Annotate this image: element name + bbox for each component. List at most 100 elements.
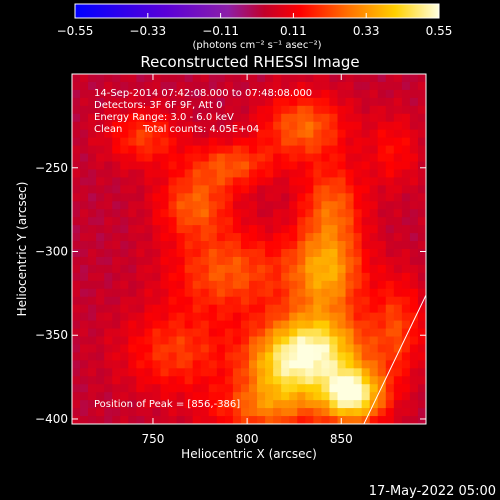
heatmap-cell (353, 400, 363, 409)
heatmap-cell (409, 89, 419, 99)
heatmap-cell (385, 336, 395, 346)
heatmap-cell (345, 137, 355, 147)
heatmap-cell (337, 408, 347, 417)
heatmap-cell (152, 185, 162, 194)
heatmap-cell (249, 105, 258, 115)
heatmap-cell (369, 280, 379, 290)
heatmap-cell (281, 193, 290, 202)
heatmap-cell (377, 264, 387, 274)
heatmap-cell (417, 185, 426, 194)
heatmap-cell (289, 169, 298, 178)
heatmap-cell (128, 272, 137, 282)
heatmap-cell (144, 320, 154, 330)
heatmap-cell (297, 264, 306, 274)
heatmap-cell (281, 113, 290, 123)
heatmap-cell (208, 288, 218, 298)
heatmap-cell (257, 193, 266, 202)
heatmap-cell (361, 256, 371, 266)
heatmap-cell (232, 209, 242, 218)
heatmap-cell (160, 400, 170, 409)
heatmap-cell (168, 280, 178, 290)
heatmap-cell (200, 121, 210, 131)
heatmap-cell (337, 344, 347, 353)
heatmap-cell (128, 368, 137, 377)
heatmap-cell (112, 400, 121, 409)
heatmap-cell (88, 288, 97, 298)
heatmap-cell (112, 209, 121, 218)
heatmap-cell (112, 185, 121, 194)
heatmap-cell (152, 296, 162, 306)
heatmap-cell (136, 264, 146, 274)
heatmap-cell (120, 129, 129, 139)
heatmap-cell (232, 352, 242, 361)
heatmap-cell (297, 209, 306, 218)
heatmap-cell (361, 320, 371, 330)
heatmap-cell (144, 376, 154, 385)
heatmap-cell (329, 137, 339, 147)
heatmap-cell (152, 312, 162, 322)
heatmap-cell (104, 193, 113, 202)
heatmap-cell (337, 376, 347, 385)
heatmap-cell (120, 384, 129, 393)
heatmap-cell (80, 296, 89, 306)
heatmap-cell (353, 344, 363, 353)
heatmap-cell (176, 264, 186, 274)
heatmap-cell (401, 256, 411, 266)
heatmap-cell (249, 209, 258, 218)
heatmap-cell (345, 249, 355, 258)
heatmap-cell (385, 368, 395, 377)
heatmap-cell (313, 280, 323, 290)
heatmap-cell (377, 74, 387, 83)
heatmap-cell (120, 145, 129, 155)
heatmap-cell (409, 209, 419, 218)
heatmap-cell (409, 241, 419, 250)
heatmap-cell (305, 280, 314, 290)
heatmap-cell (216, 352, 226, 361)
heatmap-cell (409, 264, 419, 274)
heatmap-cell (184, 256, 194, 266)
heatmap-cell (417, 416, 426, 424)
heatmap-cell (321, 225, 331, 234)
heatmap-cell (112, 177, 121, 186)
heatmap-cell (72, 360, 81, 369)
heatmap-cell (305, 81, 314, 91)
heatmap-cell (240, 336, 250, 346)
heatmap-cell (305, 129, 314, 139)
heatmap-cell (200, 145, 210, 155)
heatmap-cell (297, 225, 306, 234)
heatmap-cell (96, 129, 105, 139)
heatmap-cell (144, 344, 154, 353)
heatmap-cell (337, 312, 347, 322)
heatmap-cell (96, 145, 105, 155)
heatmap-cell (321, 97, 331, 107)
heatmap-cell (184, 400, 194, 409)
heatmap-cell (377, 121, 387, 131)
heatmap-cell (200, 217, 210, 226)
heatmap-cell (393, 376, 403, 385)
heatmap-cell (216, 121, 226, 131)
heatmap-cell (305, 256, 314, 266)
heatmap-cell (88, 97, 97, 107)
heatmap-cell (393, 312, 403, 322)
heatmap-cell (120, 416, 129, 424)
heatmap-cell (393, 201, 403, 210)
heatmap-cell (104, 320, 113, 330)
heatmap-cell (329, 105, 339, 115)
heatmap-cell (393, 360, 403, 369)
heatmap-cell (297, 272, 306, 282)
heatmap-cell (377, 256, 387, 266)
heatmap-cell (232, 296, 242, 306)
heatmap-cell (208, 320, 218, 330)
heatmap-cell (289, 352, 298, 361)
heatmap-cell (265, 209, 274, 218)
heatmap-cell (160, 89, 170, 99)
heatmap-cell (88, 209, 97, 218)
heatmap-cell (249, 169, 258, 178)
heatmap-cell (128, 89, 137, 99)
heatmap-cell (329, 328, 339, 338)
heatmap-cell (385, 249, 395, 258)
heatmap-cell (72, 249, 81, 258)
heatmap-cell (112, 233, 121, 242)
heatmap-cell (152, 280, 162, 290)
